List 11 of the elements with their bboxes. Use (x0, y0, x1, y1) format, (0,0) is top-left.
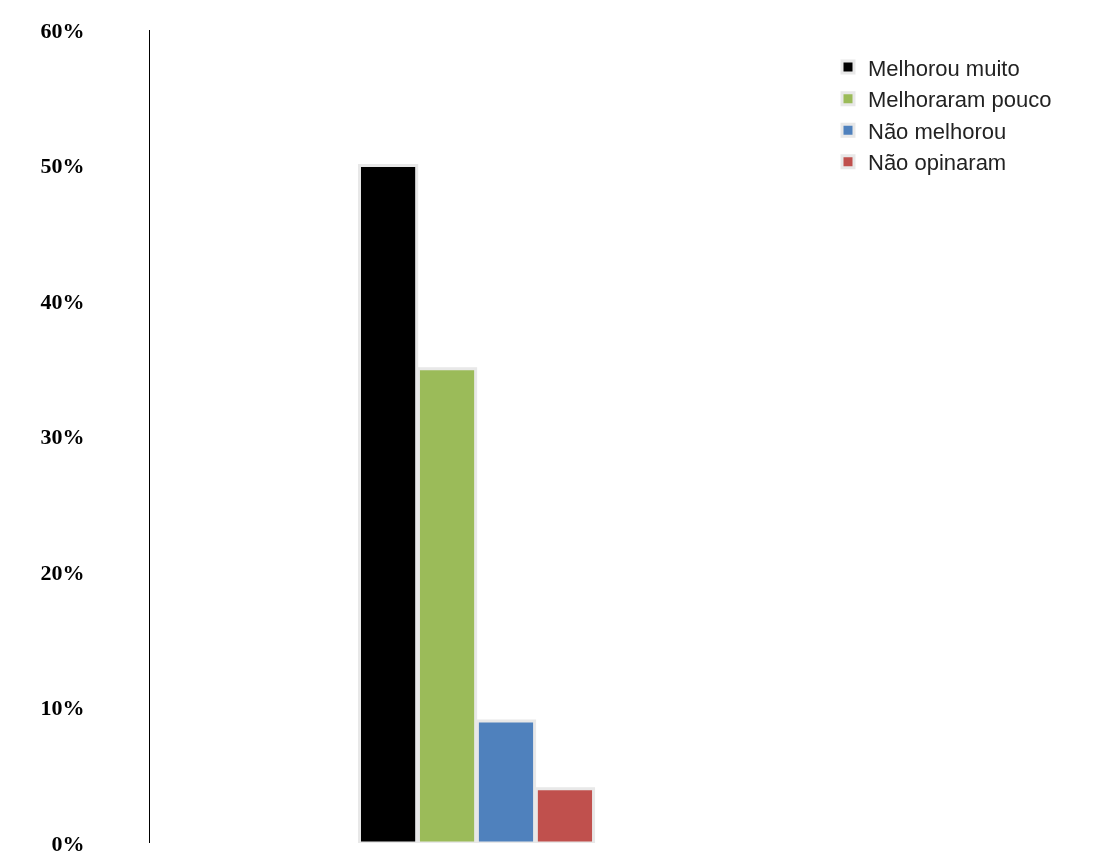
y-tick-label: 20% (40, 559, 85, 585)
y-tick-label: 60% (40, 17, 85, 43)
y-tick-label: 0% (51, 830, 85, 856)
legend-label: Não melhorou (868, 118, 1007, 144)
y-tick-label: 50% (40, 153, 85, 179)
legend-label: Melhorou muito (868, 55, 1020, 81)
legend-label: Não opinaram (868, 150, 1007, 176)
y-tick-label: 10% (40, 695, 85, 721)
y-tick-label: 40% (40, 288, 85, 314)
legend-label: Melhoraram pouco (868, 87, 1052, 113)
y-tick-label: 30% (40, 424, 85, 450)
